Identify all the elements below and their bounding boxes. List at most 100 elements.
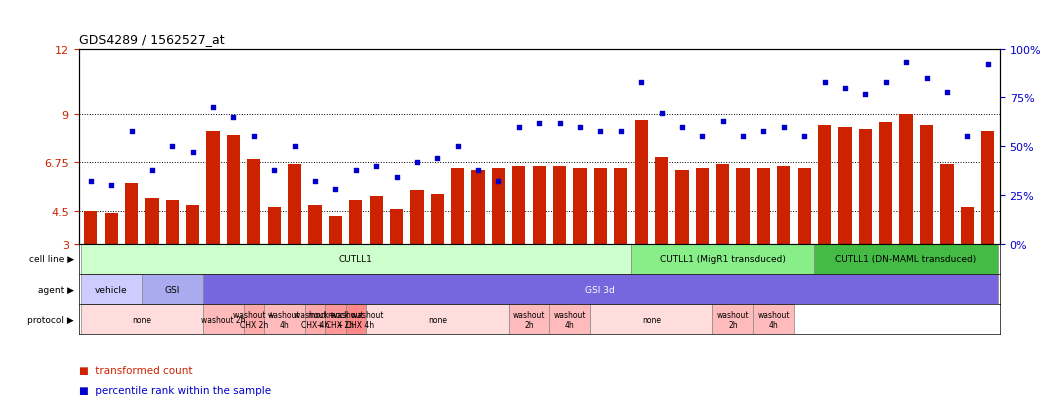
Bar: [777, 166, 790, 244]
Bar: [309, 205, 321, 244]
Bar: [654, 158, 668, 244]
Point: [776, 124, 793, 131]
Point: [632, 79, 649, 86]
Point: [449, 144, 466, 150]
Bar: [736, 169, 750, 244]
Bar: [247, 160, 261, 244]
Bar: [203, 274, 998, 304]
Point: [164, 144, 181, 150]
Bar: [305, 304, 326, 335]
Point: [511, 124, 528, 131]
Point: [429, 155, 446, 162]
Bar: [634, 121, 648, 244]
Text: washout +
CHX 2h: washout + CHX 2h: [233, 310, 274, 329]
Point: [266, 167, 283, 173]
Point: [735, 134, 752, 140]
Bar: [920, 125, 933, 244]
Bar: [509, 304, 550, 335]
Text: washout +
CHX 4h: washout + CHX 4h: [294, 310, 336, 329]
Bar: [410, 190, 424, 244]
Point: [307, 178, 324, 185]
Bar: [631, 244, 815, 274]
Point: [694, 134, 711, 140]
Bar: [757, 169, 770, 244]
Bar: [675, 171, 689, 244]
Text: washout 2h: washout 2h: [201, 315, 245, 324]
Text: washout
2h: washout 2h: [513, 310, 545, 329]
Text: none: none: [642, 315, 661, 324]
Text: washout
4h: washout 4h: [268, 310, 300, 329]
Point: [897, 60, 914, 66]
Text: vehicle: vehicle: [95, 285, 128, 294]
Point: [938, 89, 955, 96]
Bar: [186, 205, 199, 244]
Point: [979, 62, 996, 69]
Bar: [81, 274, 141, 304]
Bar: [512, 166, 526, 244]
Point: [755, 128, 772, 135]
Bar: [981, 132, 995, 244]
Point: [367, 163, 384, 170]
Point: [124, 128, 140, 135]
Bar: [961, 207, 974, 244]
Bar: [227, 136, 240, 244]
Point: [470, 167, 487, 173]
Bar: [288, 164, 302, 244]
Bar: [349, 201, 362, 244]
Point: [551, 120, 567, 127]
Bar: [815, 244, 998, 274]
Bar: [346, 304, 366, 335]
Bar: [798, 169, 810, 244]
Bar: [366, 304, 509, 335]
Point: [857, 91, 874, 97]
Bar: [859, 130, 872, 244]
Bar: [471, 171, 485, 244]
Bar: [84, 211, 97, 244]
Point: [184, 150, 201, 156]
Text: GSI 3d: GSI 3d: [585, 285, 616, 294]
Bar: [712, 304, 753, 335]
Point: [327, 186, 343, 193]
Bar: [451, 169, 464, 244]
Bar: [203, 304, 244, 335]
Bar: [695, 169, 709, 244]
Bar: [268, 207, 281, 244]
Text: none: none: [428, 315, 447, 324]
Bar: [81, 304, 203, 335]
Text: ■  transformed count: ■ transformed count: [79, 365, 192, 375]
Point: [959, 134, 976, 140]
Bar: [329, 216, 342, 244]
Text: washout
4h: washout 4h: [757, 310, 789, 329]
Text: CUTLL1: CUTLL1: [339, 255, 373, 263]
Bar: [574, 169, 586, 244]
Point: [388, 175, 405, 181]
Point: [572, 124, 588, 131]
Text: CUTLL1 (MigR1 transduced): CUTLL1 (MigR1 transduced): [660, 255, 785, 263]
Text: mock washout
+ CHX 4h: mock washout + CHX 4h: [328, 310, 383, 329]
Bar: [940, 164, 954, 244]
Text: GDS4289 / 1562527_at: GDS4289 / 1562527_at: [79, 33, 224, 45]
Point: [490, 178, 507, 185]
Bar: [105, 214, 117, 244]
Bar: [165, 201, 179, 244]
Bar: [146, 199, 158, 244]
Bar: [716, 164, 730, 244]
Bar: [818, 125, 831, 244]
Bar: [492, 169, 505, 244]
Bar: [533, 166, 545, 244]
Bar: [594, 169, 607, 244]
Point: [612, 128, 629, 135]
Bar: [899, 114, 913, 244]
Bar: [125, 183, 138, 244]
Point: [817, 79, 833, 86]
Bar: [244, 304, 264, 335]
Point: [531, 120, 548, 127]
Text: ■  percentile rank within the sample: ■ percentile rank within the sample: [79, 385, 271, 395]
Text: protocol ▶: protocol ▶: [27, 315, 74, 324]
Point: [408, 159, 425, 166]
Bar: [430, 195, 444, 244]
Bar: [81, 244, 631, 274]
Text: CUTLL1 (DN-MAML transduced): CUTLL1 (DN-MAML transduced): [836, 255, 977, 263]
Text: mock washout
+ CHX 2h: mock washout + CHX 2h: [308, 310, 363, 329]
Text: washout
2h: washout 2h: [716, 310, 749, 329]
